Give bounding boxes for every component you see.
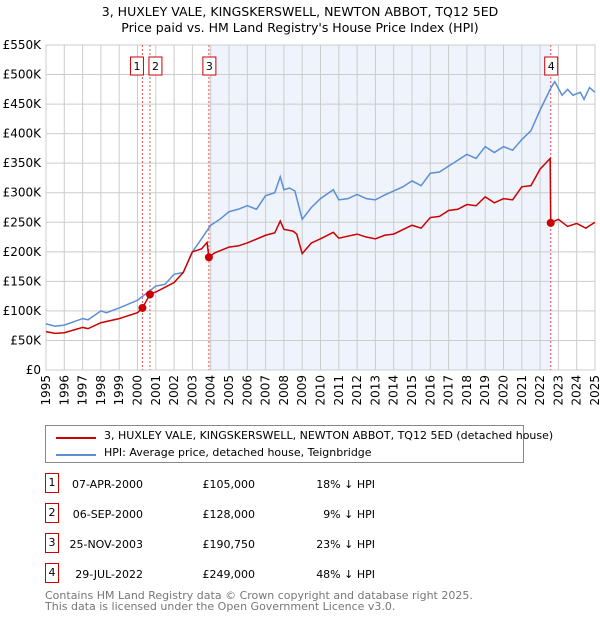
x-tick-label: 2019 (478, 375, 492, 406)
y-tick-label: £0 (26, 363, 41, 377)
chart-subtitle: Price paid vs. HM Land Registry's House … (121, 20, 479, 35)
y-tick-label: £550K (3, 38, 43, 52)
sale-number: 3 (45, 533, 59, 553)
y-tick-label: £200K (3, 245, 43, 259)
y-tick-label: £350K (3, 156, 43, 170)
shaded-region (208, 45, 551, 370)
footer-copyright: Contains HM Land Registry data © Crown c… (45, 589, 473, 602)
sale-price: £249,000 (202, 568, 256, 581)
x-tick-label: 1999 (112, 375, 126, 406)
x-tick-label: 2023 (551, 375, 565, 406)
x-tick-label: 2001 (149, 375, 163, 406)
sale-number: 1 (45, 473, 59, 493)
sale-label-box (129, 56, 144, 76)
x-tick-label: 2013 (368, 375, 382, 406)
sale-number: 4 (45, 563, 59, 583)
x-tick-label: 2024 (570, 375, 584, 406)
sale-hpi: 18% ↓ HPI (316, 478, 375, 491)
x-tick-label: 1997 (76, 375, 90, 406)
sale-hpi: 48% ↓ HPI (316, 568, 375, 581)
y-tick-label: £500K (3, 68, 43, 82)
sale-label: 1 (133, 60, 140, 73)
plot-area: £0 £50K £100K £150K £200K £250K £300K £350K £400… (3, 38, 600, 406)
sale-point (204, 253, 213, 262)
series-line (45, 156, 596, 335)
plot-border (45, 44, 596, 371)
x-tick-label: 1995 (39, 375, 53, 406)
sale-row: 3 25-NOV-2003 £190,750 23% ↓ HPI (45, 533, 405, 558)
legend-red-label: 3, HUXLEY VALE, KINGSKERSWELL, NEWTON AB… (104, 429, 554, 442)
y-tick-label: £50K (10, 333, 42, 347)
sale-price: £105,000 (202, 478, 256, 491)
y-tick-label: £150K (3, 274, 43, 288)
series-line (45, 80, 596, 328)
chart-title: 3, HUXLEY VALE, KINGSKERSWELL, NEWTON AB… (101, 4, 499, 19)
x-tick-label: 2003 (185, 375, 199, 406)
sale-hpi: 23% ↓ HPI (316, 538, 375, 551)
x-tick-label: 2010 (314, 375, 328, 406)
x-tick-label: 2000 (131, 375, 145, 406)
x-tick-label: 2017 (442, 375, 456, 406)
footer-licence: This data is licensed under the Open Gov… (45, 600, 396, 613)
sale-label-box (202, 56, 217, 76)
sale-label-box (148, 56, 163, 76)
sale-point (546, 218, 555, 227)
x-tick-label: 2009 (295, 375, 309, 406)
sale-date: 29-JUL-2022 (75, 568, 143, 581)
x-tick-label: 2018 (460, 375, 474, 406)
sale-hpi: 9% ↓ HPI (323, 508, 375, 521)
y-tick-label: £300K (3, 186, 43, 200)
sale-point (138, 303, 147, 312)
sale-price: £128,000 (202, 508, 256, 521)
x-tick-label: 2015 (405, 375, 419, 406)
x-tick-label: 2014 (387, 375, 401, 406)
x-tick-label: 2005 (222, 375, 236, 406)
x-tick-label: 2025 (588, 375, 600, 406)
x-tick-label: 2012 (350, 375, 364, 406)
sale-date: 06-SEP-2000 (72, 508, 143, 521)
x-tick-label: 2007 (259, 375, 273, 406)
sale-date: 25-NOV-2003 (69, 538, 143, 551)
y-tick-label: £100K (3, 304, 43, 318)
x-tick-label: 2021 (515, 375, 529, 406)
x-tick-label: 1998 (94, 375, 108, 406)
sale-row: 4 29-JUL-2022 £249,000 48% ↓ HPI (45, 563, 405, 588)
x-tick-label: 2002 (167, 375, 181, 406)
legend-red-swatch (56, 437, 96, 439)
y-tick-label: £250K (3, 215, 43, 229)
sale-label: 2 (152, 60, 159, 73)
x-tick-label: 2008 (277, 375, 291, 406)
legend: 3, HUXLEY VALE, KINGSKERSWELL, NEWTON AB… (45, 425, 553, 463)
x-tick-label: 2004 (204, 375, 218, 406)
sale-number: 2 (45, 503, 59, 523)
x-tick-label: 2016 (423, 375, 437, 406)
sale-label: 3 (206, 60, 213, 73)
sale-price: £190,750 (202, 538, 256, 551)
sale-date: 07-APR-2000 (71, 478, 143, 491)
x-tick-label: 2020 (497, 375, 511, 406)
sale-label: 4 (548, 60, 555, 73)
y-tick-label: £400K (3, 127, 43, 141)
y-tick-label: £450K (3, 97, 43, 111)
x-tick-label: 2006 (240, 375, 254, 406)
sale-row: 1 07-APR-2000 £105,000 18% ↓ HPI (45, 473, 405, 498)
sale-point (145, 290, 154, 299)
legend-blue-swatch (56, 454, 96, 456)
legend-blue-label: HPI: Average price, detached house, Teig… (104, 446, 372, 459)
x-tick-label: 2022 (533, 375, 547, 406)
sale-label-box (544, 56, 559, 76)
x-tick-label: 1996 (57, 375, 71, 406)
x-tick-label: 2011 (332, 375, 346, 406)
sale-row: 2 06-SEP-2000 £128,000 9% ↓ HPI (45, 503, 405, 528)
